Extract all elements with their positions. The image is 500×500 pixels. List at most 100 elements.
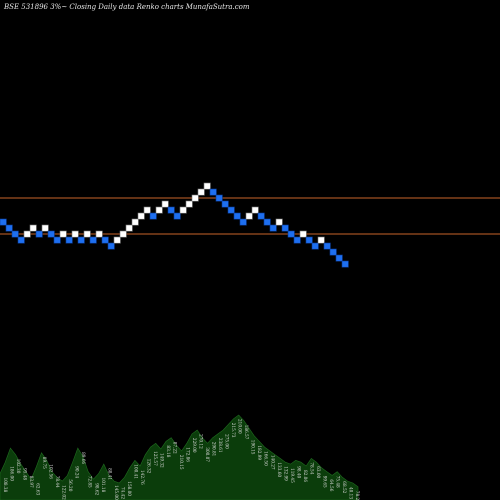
renko-brick-up — [119, 230, 127, 238]
volume-label: 78.27 — [355, 491, 360, 500]
renko-brick-down — [293, 236, 301, 244]
renko-brick-up — [179, 206, 187, 214]
volume-label: 145.00 — [114, 485, 119, 500]
volume-label: 102.30 — [16, 459, 21, 474]
volume-area — [0, 414, 359, 500]
renko-brick-down — [173, 212, 181, 220]
volume-label: 166.50 — [264, 451, 269, 466]
renko-brick-down — [107, 242, 115, 250]
renko-bricks — [0, 182, 349, 268]
volume-label: 119.45 — [290, 468, 295, 483]
volume-label: 78.54 — [309, 462, 314, 474]
renko-brick-down — [17, 236, 25, 244]
volume-label: 98.62 — [94, 483, 99, 495]
volume-label: 275.00 — [225, 434, 230, 449]
volume-labels: 108.38186.00102.3095.4883.9762.6389.7510… — [3, 419, 360, 500]
volume-label: 290.81 — [212, 442, 217, 457]
volume-label: 190.15 — [251, 440, 256, 455]
renko-brick-down — [221, 200, 229, 208]
volume-label: 72.85 — [88, 476, 93, 488]
renko-brick-down — [281, 224, 289, 232]
renko-brick-up — [197, 188, 205, 196]
volume-label: 182.99 — [257, 445, 262, 460]
renko-brick-up — [161, 200, 169, 208]
renko-brick-up — [59, 230, 67, 238]
renko-brick-down — [239, 218, 247, 226]
renko-brick-down — [323, 242, 331, 250]
renko-brick-down — [89, 236, 97, 244]
renko-brick-down — [227, 206, 235, 214]
volume-label: 95.48 — [23, 468, 28, 480]
volume-label: 132.99 — [283, 466, 288, 481]
volume-label: 270.12 — [199, 434, 204, 449]
renko-brick-down — [311, 242, 319, 250]
volume-label: 63.00 — [316, 466, 321, 478]
volume-label: 172.86 — [186, 447, 191, 462]
renko-brick-down — [35, 230, 43, 238]
renko-brick-up — [137, 212, 145, 220]
volume-label: 133.60 — [277, 462, 282, 477]
volume-label: 87.22 — [173, 442, 178, 454]
renko-brick-down — [0, 218, 7, 226]
renko-brick-down — [233, 212, 241, 220]
renko-brick-up — [185, 200, 193, 208]
renko-brick-up — [191, 194, 199, 202]
renko-brick-up — [245, 212, 253, 220]
volume-label: 122.02 — [62, 485, 67, 500]
volume-label: 75.48 — [335, 476, 340, 488]
volume-label: 158.00 — [127, 481, 132, 496]
renko-brick-up — [275, 218, 283, 226]
renko-brick-down — [101, 236, 109, 244]
renko-brick-down — [47, 230, 55, 238]
volume-label: 82.06 — [303, 470, 308, 482]
volume-label: 210.00 — [238, 419, 243, 434]
volume-label: 125.57 — [153, 451, 158, 466]
volume-label: 300.07 — [205, 447, 210, 462]
volume-label: 101.18 — [101, 478, 106, 493]
volume-label: 98.40 — [296, 466, 301, 478]
renko-brick-up — [317, 236, 325, 244]
renko-brick-down — [329, 248, 337, 256]
volume-label: 229.00 — [192, 438, 197, 453]
renko-brick-down — [305, 236, 313, 244]
volume-label: 89.75 — [42, 457, 47, 469]
renko-brick-down — [65, 236, 73, 244]
renko-brick-up — [83, 230, 91, 238]
renko-brick-down — [257, 212, 265, 220]
volume-label: 140.27 — [270, 455, 275, 470]
volume-label: 186.57 — [244, 425, 249, 440]
volume-label: 40.13 — [349, 487, 354, 499]
renko-brick-down — [335, 254, 343, 262]
renko-brick-up — [299, 230, 307, 238]
renko-brick-down — [215, 194, 223, 202]
chart-title: BSE 531896 3%~ Closing Daily data Renko … — [3, 3, 250, 11]
volume-label: 215.73 — [231, 423, 236, 438]
volume-label: 88.41 — [107, 468, 112, 480]
volume-label: 149.32 — [159, 453, 164, 468]
volume-label: 62.63 — [36, 483, 41, 495]
renko-brick-down — [149, 212, 157, 220]
renko-brick-up — [251, 206, 259, 214]
renko-brick-up — [203, 182, 211, 190]
renko-brick-down — [269, 224, 277, 232]
renko-brick-up — [95, 230, 103, 238]
renko-brick-down — [5, 224, 13, 232]
renko-brick-up — [29, 224, 37, 232]
volume-label: 126.32 — [146, 459, 151, 474]
volume-label: 74.42 — [120, 487, 125, 499]
renko-brick-down — [341, 260, 349, 268]
renko-brick-down — [287, 230, 295, 238]
volume-area-group — [0, 414, 359, 500]
volume-label: 100.41 — [133, 464, 138, 479]
volume-label: 186.00 — [10, 466, 15, 481]
volume-label: 56.20 — [68, 479, 73, 491]
volume-label: 64.56 — [329, 479, 334, 491]
renko-brick-down — [167, 206, 175, 214]
volume-label: 83.97 — [29, 476, 34, 488]
renko-brick-down — [263, 218, 271, 226]
volume-label: 99.65 — [322, 476, 327, 488]
renko-brick-up — [113, 236, 121, 244]
volume-label: 210.15 — [179, 455, 184, 470]
renko-brick-up — [131, 218, 139, 226]
